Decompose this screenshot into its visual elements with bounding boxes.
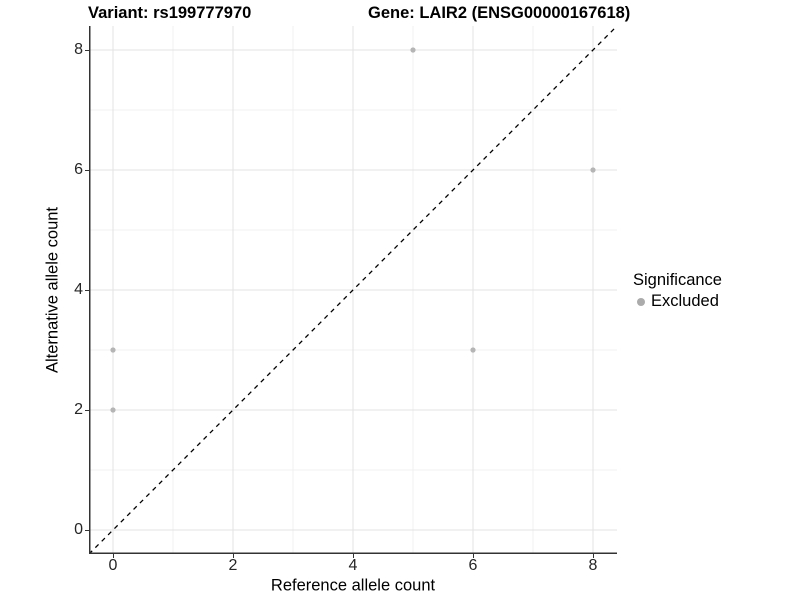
y-tick-mark bbox=[85, 529, 89, 531]
x-tick-mark bbox=[592, 554, 594, 558]
y-tick-label: 2 bbox=[74, 401, 83, 418]
plot-area-svg bbox=[89, 26, 617, 554]
gene-title: Gene: LAIR2 (ENSG00000167618) bbox=[368, 4, 631, 22]
x-tick-mark bbox=[232, 554, 234, 558]
data-point bbox=[470, 347, 476, 353]
y-tick-label: 8 bbox=[74, 41, 83, 58]
x-axis-title: Reference allele count bbox=[270, 576, 436, 595]
y-tick-label: 6 bbox=[74, 161, 83, 178]
y-tick-label: 0 bbox=[74, 521, 83, 538]
x-tick-label: 0 bbox=[108, 557, 118, 574]
y-tick-mark bbox=[85, 49, 89, 51]
y-tick-mark bbox=[85, 409, 89, 411]
x-tick-label: 4 bbox=[348, 557, 358, 574]
legend-title: Significance bbox=[633, 271, 722, 289]
legend-item-label: Excluded bbox=[651, 292, 719, 310]
y-tick-mark bbox=[85, 169, 89, 171]
x-tick-label: 8 bbox=[588, 557, 598, 574]
data-point bbox=[410, 47, 416, 53]
identity-line bbox=[89, 26, 617, 554]
x-tick-mark bbox=[472, 554, 474, 558]
legend-item-excluded: Excluded bbox=[637, 292, 722, 311]
variant-title: Variant: rs199777970 bbox=[88, 4, 252, 22]
x-tick-mark bbox=[112, 554, 114, 558]
data-point bbox=[590, 167, 596, 173]
data-point bbox=[110, 347, 116, 353]
legend-key-dot-icon bbox=[637, 297, 645, 306]
plot-panel bbox=[89, 26, 617, 554]
y-tick-mark bbox=[85, 289, 89, 291]
y-tick-label: 4 bbox=[74, 281, 83, 298]
data-point bbox=[110, 407, 116, 413]
x-tick-label: 2 bbox=[228, 557, 238, 574]
x-tick-label: 6 bbox=[468, 557, 478, 574]
legend: Significance Excluded bbox=[633, 271, 722, 311]
x-tick-mark bbox=[352, 554, 354, 558]
y-axis-title: Alternative allele count bbox=[43, 206, 62, 374]
